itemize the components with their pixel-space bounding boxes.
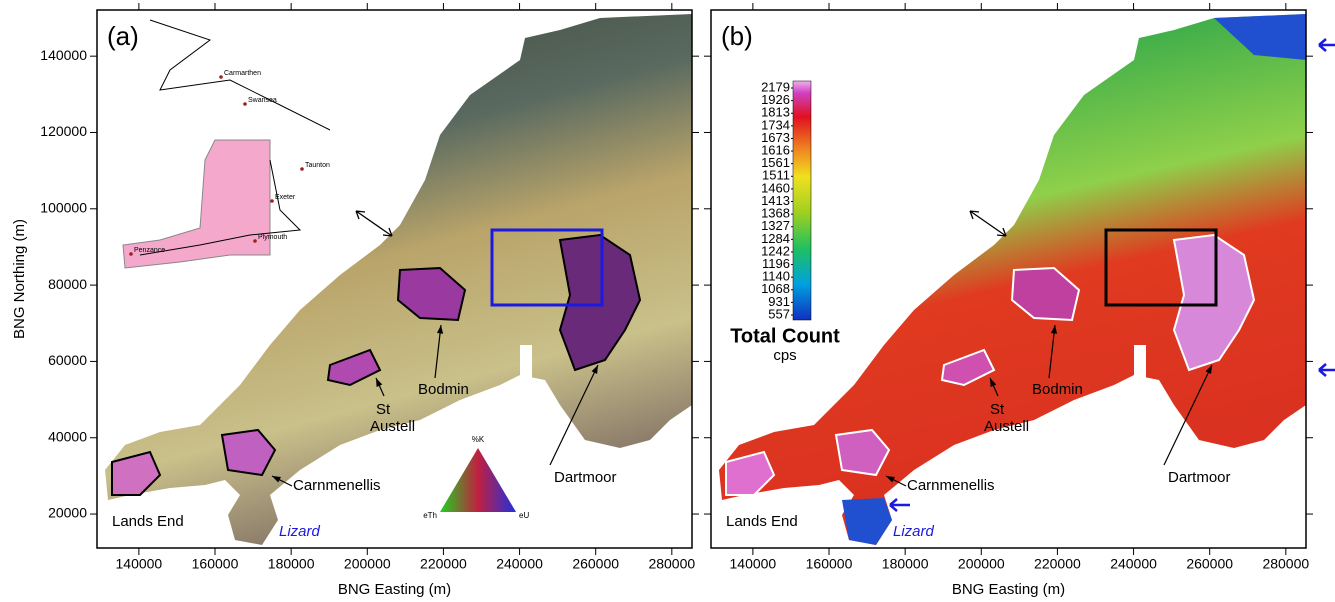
colorbar-label: 557	[768, 306, 790, 321]
y-tick-label: 60000	[48, 352, 87, 368]
x-tick-label: 140000	[116, 556, 163, 572]
colorbar-unit: cps	[773, 347, 796, 364]
annotation: Dartmoor	[1168, 469, 1231, 486]
y-tick-label: 20000	[48, 505, 87, 521]
colorbar	[793, 81, 811, 320]
data-gap	[520, 345, 532, 410]
x-tick-label: 200000	[344, 556, 391, 572]
y-tick-label: 140000	[40, 47, 87, 63]
x-tick-label: 180000	[268, 556, 315, 572]
x-tick-label: 260000	[1186, 556, 1233, 572]
place-marker	[129, 252, 133, 256]
x-tick-label: 140000	[730, 556, 777, 572]
y-tick-label: 80000	[48, 276, 87, 292]
panel-b: (b) BNG Easting (m) 140000 160000 180000 2000…	[704, 3, 1335, 598]
x-tick-label: 240000	[496, 556, 543, 572]
x-tick-label: 220000	[420, 556, 467, 572]
x-tick-label: 260000	[572, 556, 619, 572]
place-marker	[270, 199, 274, 203]
x-tick-label: 160000	[806, 556, 853, 572]
annotation: Lands End	[112, 513, 184, 530]
data-gap	[1134, 345, 1146, 410]
x-tick-label: 240000	[1110, 556, 1157, 572]
panel-label: (a)	[107, 21, 139, 51]
place-marker	[300, 167, 304, 171]
annotation: Lizard	[893, 523, 935, 540]
x-axis-title: BNG Easting (m)	[338, 581, 451, 598]
ternary-label: %K	[472, 435, 485, 444]
panel-a: (a) BNG Easting (m) 140000 160000 180000 2000…	[11, 3, 699, 598]
annotation: Bodmin	[418, 381, 469, 398]
colorbar-title: Total Count	[730, 325, 840, 347]
place-name: Penzance	[134, 247, 165, 254]
annotation: Carnmenellis	[907, 477, 995, 494]
panel-label: (b)	[721, 21, 753, 51]
figure: (a) BNG Easting (m) 140000 160000 180000 2000…	[0, 0, 1335, 602]
annotation: St	[376, 401, 391, 418]
annotation: Lizard	[279, 523, 321, 540]
y-tick-label: 40000	[48, 428, 87, 444]
place-name: Carmarthen	[224, 70, 261, 77]
x-tick-label: 280000	[648, 556, 695, 572]
place-name: Swansea	[248, 97, 277, 104]
annotation: Austell	[370, 418, 415, 435]
place-marker	[253, 239, 257, 243]
annotation: Carnmenellis	[293, 477, 381, 494]
annotation: Dartmoor	[554, 469, 617, 486]
annotation: Lands End	[726, 513, 798, 530]
y-tick-label: 120000	[40, 123, 87, 139]
x-tick-label: 220000	[1034, 556, 1081, 572]
y-axis-title: BNG Northing (m)	[11, 219, 28, 339]
x-tick-label: 160000	[192, 556, 239, 572]
annotation: St	[990, 401, 1005, 418]
place-name: Plymouth	[258, 234, 287, 241]
x-tick-label: 180000	[882, 556, 929, 572]
x-tick-label: 280000	[1262, 556, 1309, 572]
x-axis-title: BNG Easting (m)	[952, 581, 1065, 598]
place-name: Taunton	[305, 162, 330, 169]
ternary-label: eU	[519, 511, 529, 520]
x-tick-label: 200000	[958, 556, 1005, 572]
annotation: Austell	[984, 418, 1029, 435]
annotation: Bodmin	[1032, 381, 1083, 398]
place-name: Exeter	[275, 194, 296, 201]
y-tick-label: 100000	[40, 199, 87, 215]
place-marker	[243, 102, 247, 106]
ternary-label: eTh	[423, 511, 437, 520]
place-marker	[219, 75, 223, 79]
